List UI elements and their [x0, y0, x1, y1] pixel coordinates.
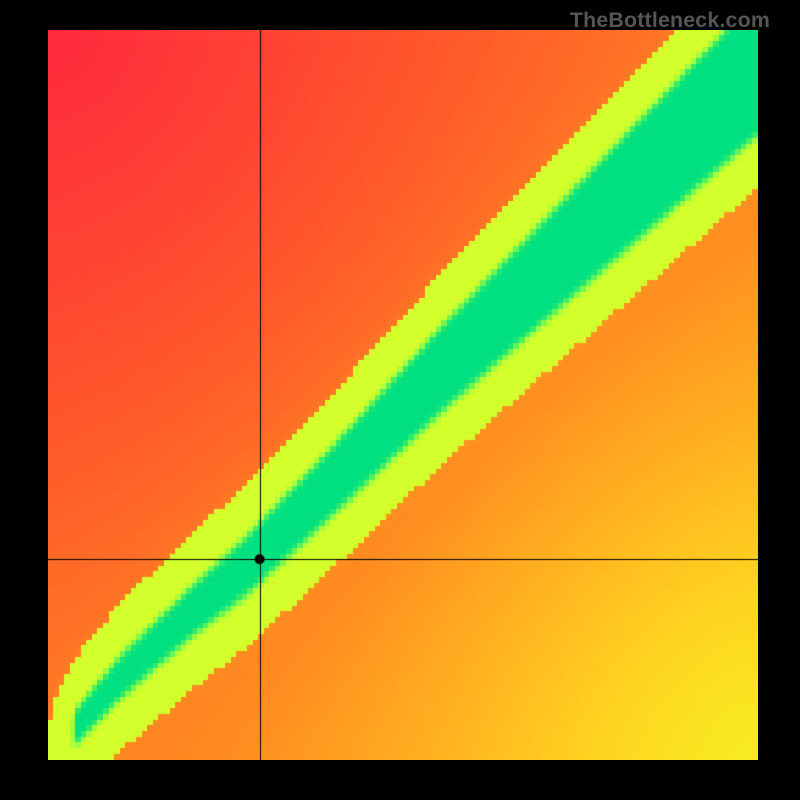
watermark-text: TheBottleneck.com	[570, 8, 770, 33]
heatmap-plot-area	[48, 30, 758, 760]
heatmap-canvas	[48, 30, 758, 760]
figure-container: TheBottleneck.com	[0, 0, 800, 800]
